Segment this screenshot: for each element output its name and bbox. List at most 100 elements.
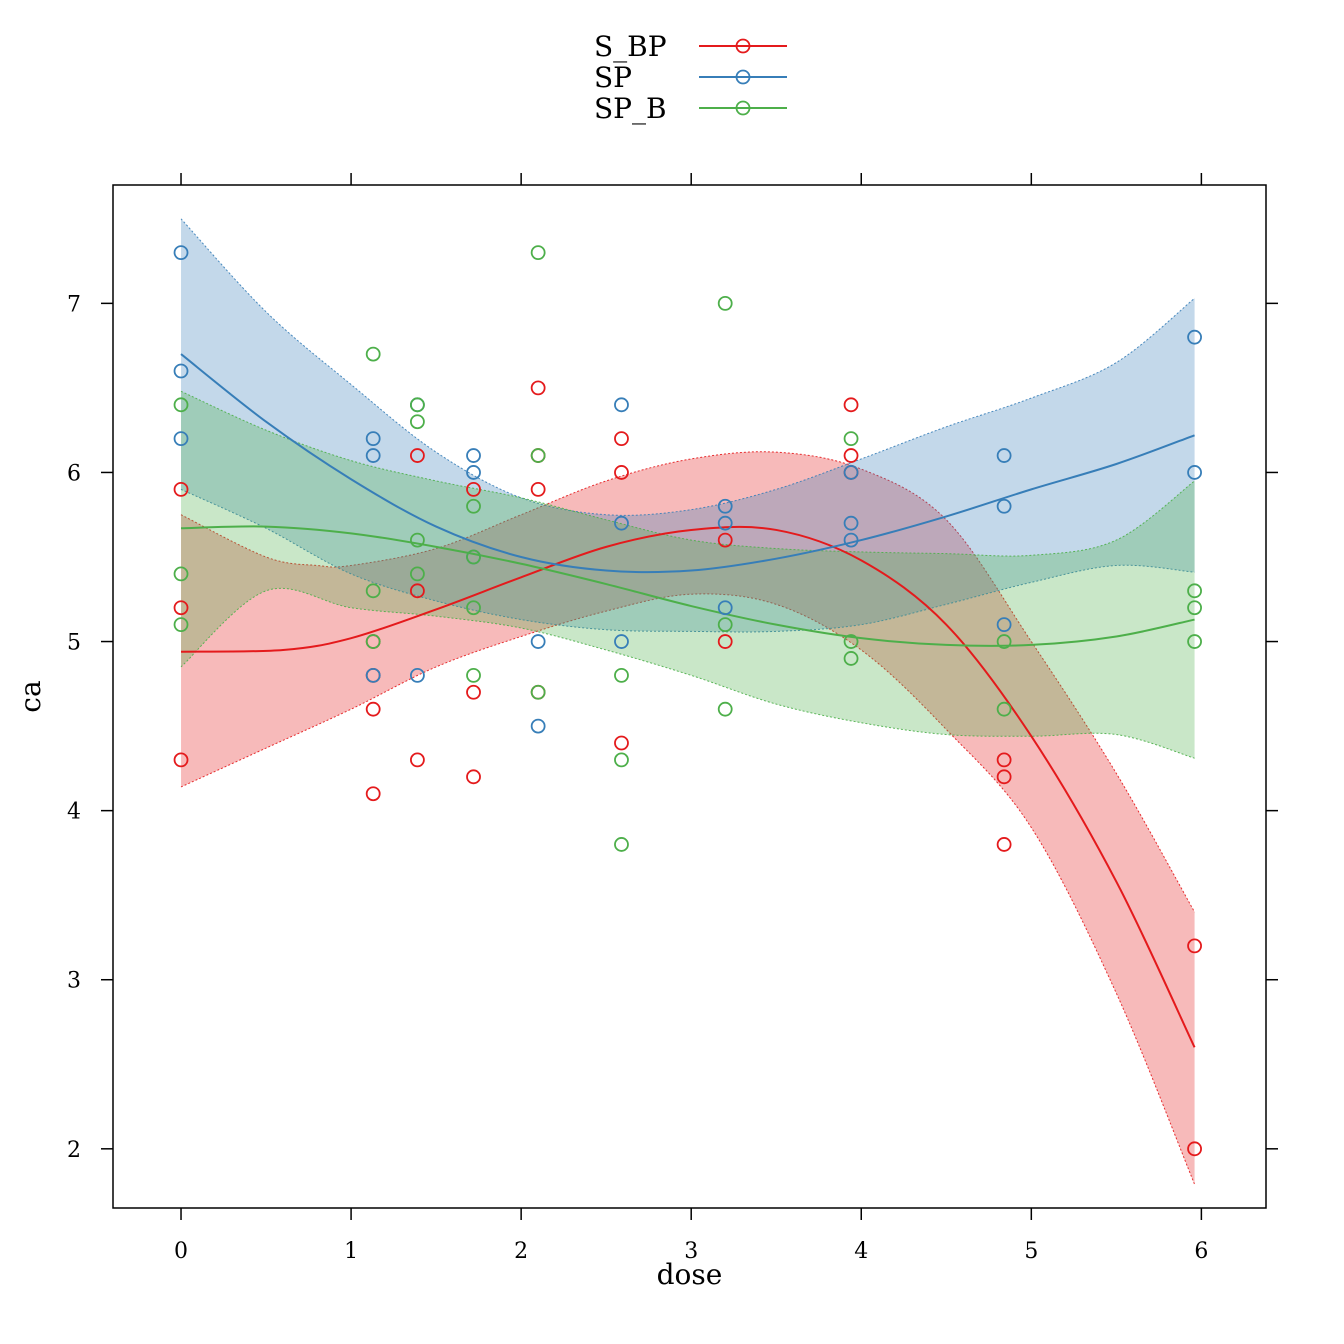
band-SP: [181, 218, 1195, 632]
data-point: [1187, 634, 1202, 649]
data-point: [173, 431, 189, 447]
data-point: [466, 769, 481, 785]
legend-marker-SP_B: [735, 100, 751, 116]
data-point: [843, 634, 859, 649]
data-point: [173, 617, 189, 633]
x-tick-label: 0: [174, 1239, 188, 1264]
data-point: [466, 498, 481, 514]
y-tick-label: 5: [67, 631, 81, 656]
data-point: [466, 667, 481, 683]
data-point: [996, 448, 1012, 463]
data-point: [717, 515, 733, 531]
data-point: [530, 245, 546, 261]
y-tick-label: 6: [67, 461, 81, 486]
fit-lines: [180, 353, 1196, 1048]
data-point: [614, 752, 629, 768]
band-lower-edge-S_BP: [180, 593, 1196, 1185]
x-tick-label: 2: [514, 1239, 528, 1264]
data-point: [996, 701, 1012, 717]
data-point: [614, 634, 629, 649]
y-axis-title: ca: [14, 680, 47, 712]
legend-marker-S_BP: [735, 38, 751, 54]
data-points: [173, 245, 1202, 1157]
data-point: [614, 515, 629, 531]
data-point: [530, 634, 546, 649]
data-point: [1187, 938, 1202, 954]
fit-line-SP_B: [181, 525, 1195, 647]
data-point: [1187, 600, 1202, 616]
data-point: [996, 617, 1012, 633]
x-tick-label: 3: [684, 1239, 698, 1264]
data-point: [530, 380, 546, 396]
data-point: [365, 431, 381, 447]
data-point: [365, 667, 381, 683]
data-point: [410, 583, 425, 599]
band-SP_B: [181, 391, 1195, 759]
data-point: [843, 465, 859, 480]
data-point: [173, 245, 189, 261]
y-tick-label: 2: [67, 1138, 81, 1163]
data-point: [843, 448, 859, 463]
data-point: [410, 397, 425, 413]
data-point: [614, 735, 629, 751]
data-point: [410, 414, 425, 430]
data-point: [410, 532, 425, 548]
data-point: [173, 363, 189, 379]
data-point: [410, 566, 425, 582]
data-point: [466, 448, 481, 463]
data-point: [717, 617, 733, 633]
y-tick-label: 4: [67, 800, 81, 825]
data-point: [365, 346, 381, 362]
x-tick-label: 5: [1024, 1239, 1038, 1264]
data-point: [717, 634, 733, 649]
data-point: [843, 397, 859, 413]
legend-label-SP: SP: [594, 61, 632, 94]
data-point: [466, 481, 481, 497]
legend-label-SP_B: SP_B: [594, 92, 667, 125]
data-point: [173, 397, 189, 413]
data-point: [1187, 465, 1202, 480]
data-point: [614, 667, 629, 683]
axis-ticks: 0 1 2 3 4 5 6 2 3 4 5 6 7: [67, 173, 1278, 1264]
band-upper-edge-SP_B: [180, 390, 1195, 557]
data-point: [466, 465, 481, 480]
y-tick-label: 7: [67, 292, 81, 317]
data-point: [1187, 583, 1202, 599]
band-upper-edge-S_BP: [180, 451, 1196, 913]
data-point: [843, 651, 859, 666]
data-point: [996, 634, 1012, 649]
band-S_BP: [181, 451, 1195, 1185]
data-point: [717, 295, 733, 311]
data-point: [173, 600, 189, 616]
data-point: [843, 431, 859, 447]
data-point: [530, 448, 546, 463]
plot-frame: [112, 184, 1267, 1209]
data-point: [843, 532, 859, 548]
data-point: [996, 498, 1012, 514]
fit-line-S_BP: [181, 525, 1196, 1048]
x-tick-label: 4: [854, 1239, 868, 1264]
data-point: [996, 769, 1012, 785]
data-point: [173, 566, 189, 582]
data-point: [365, 786, 381, 802]
data-point: [410, 667, 425, 683]
data-point: [614, 465, 629, 480]
data-point: [365, 701, 381, 717]
data-point: [717, 498, 733, 514]
data-point: [1187, 329, 1202, 345]
data-point: [614, 431, 629, 447]
data-point: [365, 583, 381, 599]
data-point: [466, 600, 481, 616]
data-point: [466, 549, 481, 565]
data-point: [996, 752, 1012, 768]
data-point: [614, 837, 629, 852]
data-point: [614, 397, 629, 413]
y-tick-label: 3: [67, 969, 81, 994]
confidence-bands: [180, 218, 1196, 1185]
data-point: [717, 701, 733, 717]
data-point: [530, 684, 546, 700]
band-lower-edge-SP: [180, 488, 1195, 633]
data-point: [717, 600, 733, 616]
legend-marker-SP: [735, 69, 751, 85]
